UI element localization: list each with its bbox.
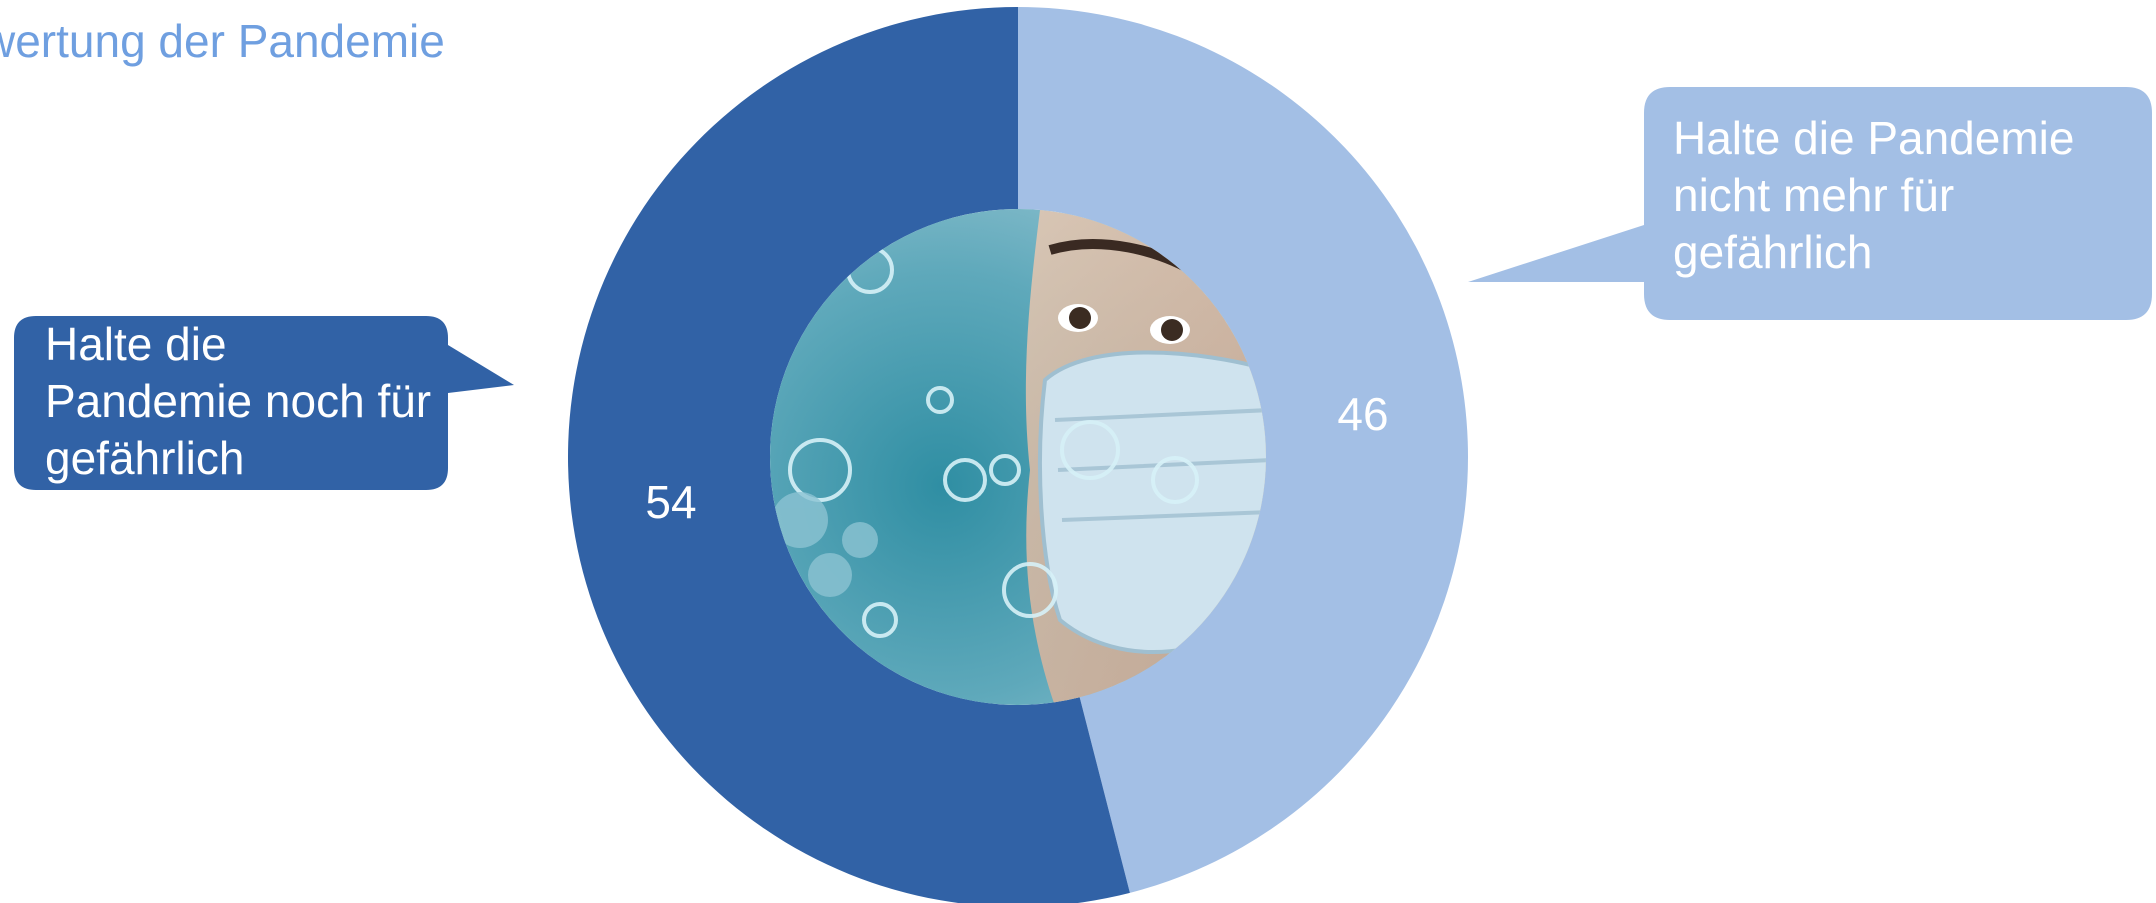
slice-value-label-nicht-gefaehrlich: 46 bbox=[1337, 388, 1389, 440]
donut-slice-0 bbox=[1018, 7, 1469, 893]
callout-left-label: Halte die Pandemie noch für gefährlich bbox=[45, 318, 432, 484]
slice-value-label-noch-gefaehrlich: 54 bbox=[645, 476, 697, 528]
callout-right-label: Halte die Pandemie nicht mehr für gefähr… bbox=[1673, 112, 2075, 278]
donut-slice-1 bbox=[568, 7, 1130, 903]
donut-slices bbox=[568, 7, 1469, 903]
chart-title: wertung der Pandemie bbox=[0, 15, 445, 67]
